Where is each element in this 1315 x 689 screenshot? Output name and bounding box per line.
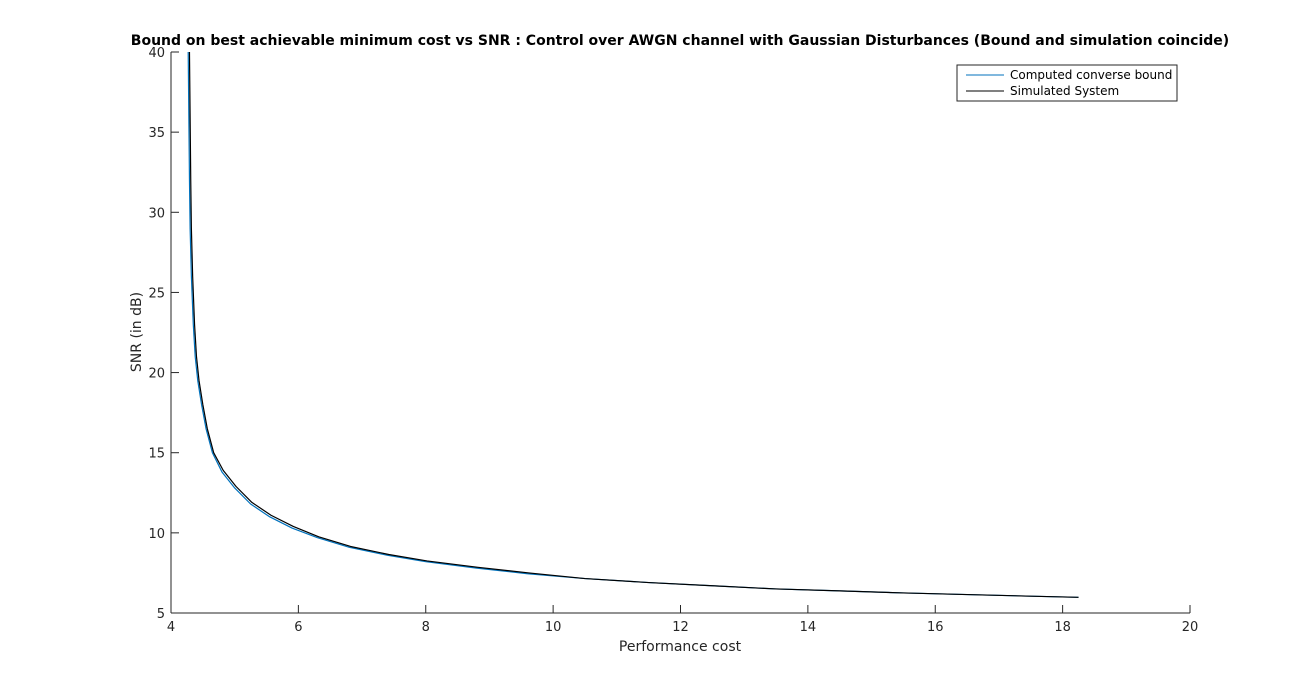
legend-label-simulated-system: Simulated System xyxy=(1010,84,1119,98)
y-tick-label: 35 xyxy=(148,126,165,141)
x-tick-label: 8 xyxy=(422,620,430,635)
x-tick-label: 6 xyxy=(294,620,302,635)
y-tick-label: 25 xyxy=(148,286,165,301)
x-tick-label: 20 xyxy=(1182,620,1199,635)
legend-label-computed-converse-bound: Computed converse bound xyxy=(1010,68,1172,82)
x-tick-label: 12 xyxy=(672,620,689,635)
plot-area xyxy=(171,52,1190,613)
y-axis-label: SNR (in dB) xyxy=(129,292,145,372)
y-tick-label: 20 xyxy=(148,367,165,382)
x-tick-label: 14 xyxy=(800,620,817,635)
y-ticks: 5 10 15 20 25 30 35 40 xyxy=(148,46,179,622)
x-axis-label: Performance cost xyxy=(619,639,742,655)
y-tick-label: 10 xyxy=(148,527,165,542)
y-tick-label: 15 xyxy=(148,447,165,462)
chart-title: Bound on best achievable minimum cost vs… xyxy=(131,33,1229,49)
y-tick-label: 30 xyxy=(148,206,165,221)
legend: Computed converse bound Simulated System xyxy=(956,64,1178,102)
x-tick-label: 10 xyxy=(545,620,562,635)
legend-box xyxy=(956,64,1178,102)
y-tick-label: 40 xyxy=(148,46,165,61)
x-tick-label: 18 xyxy=(1054,620,1071,635)
x-tick-label: 16 xyxy=(927,620,944,635)
y-tick-label: 5 xyxy=(157,607,165,622)
series-line-simulated-system xyxy=(188,51,1079,598)
x-ticks: 4 6 8 10 12 14 16 18 20 xyxy=(167,605,1198,635)
series-group xyxy=(187,51,1079,598)
x-tick-label: 4 xyxy=(167,620,175,635)
